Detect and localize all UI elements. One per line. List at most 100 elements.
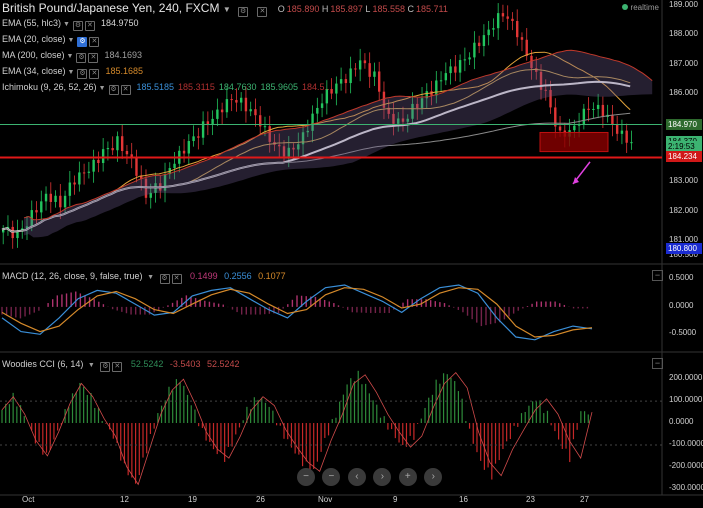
indicator-name[interactable]: EMA (55, hlc3) (2, 18, 62, 28)
price-tick-label: 181.000 (669, 235, 698, 245)
candle-body (78, 172, 81, 185)
candle-body (11, 226, 14, 239)
candle-body (601, 104, 605, 117)
chevron-down-icon[interactable]: ▼ (66, 53, 74, 60)
candle-body (87, 171, 91, 173)
close-icon[interactable]: ✕ (257, 7, 268, 17)
candle-body (116, 136, 119, 151)
candle-body (377, 71, 381, 92)
candle-body (363, 60, 367, 64)
settings-icon[interactable]: ⚙ (159, 274, 170, 284)
indicator-name[interactable]: Ichimoku (9, 26, 52, 26) (2, 82, 97, 92)
price-tag: 184.234 (666, 151, 702, 163)
candle-body (239, 97, 243, 103)
candle-body (292, 147, 295, 150)
candle-body (254, 109, 257, 116)
candle-body (216, 109, 219, 119)
candle-body (587, 108, 590, 110)
candle-body (444, 73, 448, 81)
macd-tick-label: 0.0000 (669, 300, 694, 310)
candle-body (244, 97, 248, 112)
candle-body (496, 13, 500, 29)
chevron-down-icon[interactable]: ▼ (67, 69, 75, 76)
candle-body (144, 178, 148, 198)
price-tick-label: 188.000 (669, 29, 698, 39)
zoom-out-button[interactable]: − (297, 468, 315, 486)
candle-body (577, 124, 581, 126)
legend-row: Ichimoku (9, 26, 52, 26) ▼ ⚙ ✕ 185.5185 185.3… (2, 81, 333, 95)
chevron-down-icon[interactable]: ▼ (147, 274, 155, 281)
cci-minimize-icon[interactable]: − (652, 358, 663, 369)
close-icon[interactable]: ✕ (112, 362, 123, 372)
settings-icon[interactable]: ⚙ (108, 85, 119, 95)
go-to-latest-button[interactable]: › (424, 468, 443, 486)
candle-body (458, 60, 462, 73)
macd-name[interactable]: MACD (12, 26, close, 9, false, true) (2, 271, 143, 281)
price-tick-label: 186.000 (669, 88, 698, 98)
visibility-icon[interactable]: ⚙ (77, 37, 88, 47)
candle-body (330, 88, 333, 94)
support-zone-box (539, 131, 609, 153)
candle-body (149, 192, 152, 198)
close-icon[interactable]: ✕ (84, 21, 95, 31)
zoom-reset-button[interactable]: − (322, 468, 341, 486)
close-icon[interactable]: ✕ (120, 85, 131, 95)
candle-body (211, 118, 214, 125)
indicator-name[interactable]: EMA (20, close) (2, 34, 66, 44)
legend-row: EMA (34, close) ▼ ⚙ ✕ 185.1685 (2, 65, 143, 79)
time-tick-label: Oct (22, 495, 35, 504)
candle-body (325, 88, 329, 104)
candle-body (249, 109, 252, 112)
cci-tick-label: 200.0000 (669, 373, 703, 383)
close-icon[interactable]: ✕ (88, 53, 99, 63)
candle-body (230, 99, 233, 101)
scroll-left-button[interactable]: ‹ (347, 468, 366, 486)
chevron-down-icon[interactable]: ▼ (67, 37, 75, 44)
zoom-in-button[interactable]: + (398, 468, 417, 486)
settings-icon[interactable]: ⚙ (100, 362, 111, 372)
symbol-title[interactable]: British Pound/Japanese Yen, 240, FXCM (2, 1, 220, 15)
candle-body (40, 201, 43, 213)
close-icon[interactable]: ✕ (89, 37, 100, 47)
settings-icon[interactable]: ⚙ (238, 7, 249, 17)
indicator-name[interactable]: EMA (34, close) (2, 66, 66, 76)
indicator-name[interactable]: MA (200, close) (2, 50, 65, 60)
macd-line (1, 284, 593, 341)
candle-body (544, 89, 547, 91)
candle-body (520, 37, 524, 40)
time-tick-label: Nov (318, 495, 333, 504)
scroll-right-button[interactable]: › (373, 468, 392, 486)
candle-body (220, 109, 224, 113)
close-icon[interactable]: ✕ (89, 69, 100, 79)
candle-body (516, 21, 519, 38)
realtime-badge: realtime (622, 3, 659, 12)
candle-body (482, 35, 486, 47)
ichimoku-span-a (23, 49, 653, 221)
candle-body (397, 118, 400, 124)
candle-body (511, 18, 514, 22)
close-icon[interactable]: ✕ (171, 274, 182, 284)
settings-icon[interactable]: ⚙ (77, 69, 88, 79)
candle-body (25, 226, 29, 229)
candle-body (439, 80, 443, 82)
chevron-down-icon[interactable]: ▼ (87, 362, 95, 369)
macd-minimize-icon[interactable]: − (652, 270, 663, 281)
cci-tick-label: 100.0000 (669, 395, 703, 405)
candle-body (349, 68, 352, 84)
cci-name[interactable]: Woodies CCI (6, 14) (2, 359, 84, 369)
indicator-value: 184.1693 (104, 50, 143, 60)
chevron-down-icon[interactable]: ▼ (98, 85, 106, 92)
candle-body (235, 99, 238, 103)
navigation-bar: − − ‹ › + › (297, 466, 445, 488)
cci-tick-label: 0.0000 (669, 417, 694, 427)
macd-tick-label: -0.5000 (669, 328, 697, 338)
chevron-down-icon[interactable]: ▼ (222, 5, 231, 14)
candle-body (558, 126, 562, 131)
indicator-value: 184.5... (302, 82, 333, 92)
candle-body (259, 115, 262, 127)
candle-body (530, 55, 533, 69)
settings-icon[interactable]: ⚙ (72, 21, 83, 31)
settings-icon[interactable]: ⚙ (76, 53, 87, 63)
chevron-down-icon[interactable]: ▼ (63, 21, 70, 28)
